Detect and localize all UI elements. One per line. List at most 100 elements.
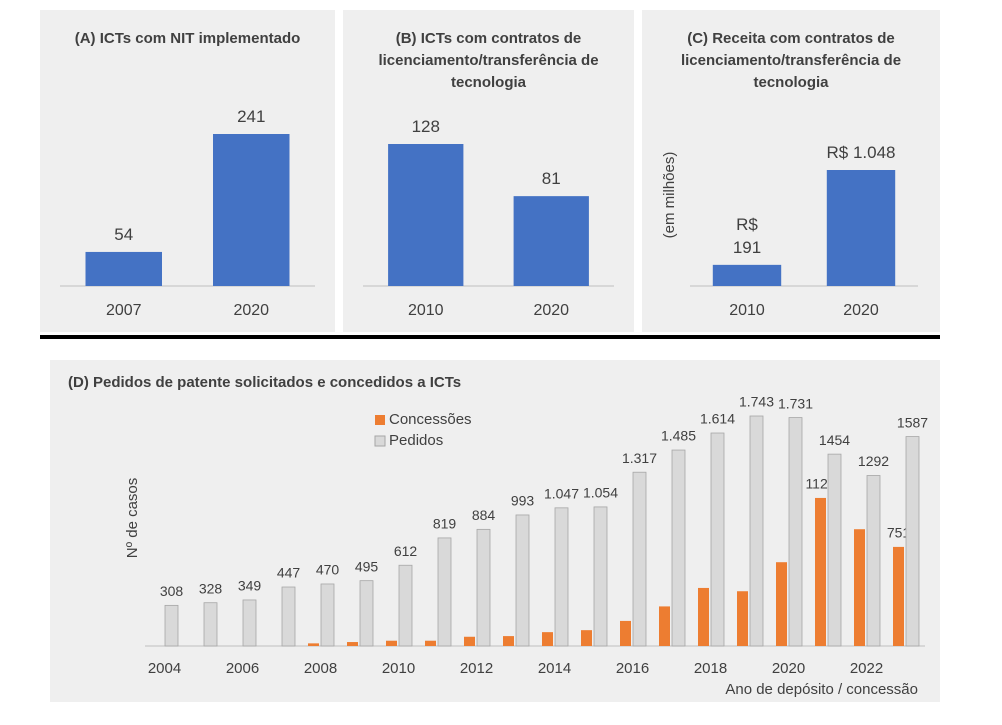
value-label-box: 81 — [541, 169, 561, 189]
x-tick-label: 2020 — [772, 660, 805, 677]
bar — [85, 251, 162, 286]
bar — [513, 196, 589, 286]
bar — [632, 471, 647, 647]
value-label: 54 — [114, 224, 134, 244]
x-tick-label: 2022 — [850, 660, 883, 677]
bar — [712, 264, 782, 286]
value-label: 1292 — [858, 453, 889, 469]
value-label: 1.317 — [622, 450, 657, 466]
bar — [308, 643, 319, 646]
legend-swatch — [374, 435, 386, 447]
value-label: 751 — [887, 525, 911, 541]
value-label: R$ 191 — [732, 214, 762, 257]
bar — [866, 475, 881, 647]
value-label-box: 54 — [114, 224, 134, 244]
bar — [464, 636, 475, 646]
legend-label: Pedidos — [389, 432, 443, 449]
value-label: 470 — [316, 562, 340, 578]
value-label: 495 — [355, 558, 379, 574]
bar — [826, 170, 896, 286]
bar — [815, 497, 826, 646]
chart-title: (B) ICTs com contratos de licenciamento/… — [378, 30, 599, 91]
value-label: 1587 — [897, 414, 928, 430]
value-label: 1.047 — [544, 486, 579, 502]
value-label: 1.614 — [700, 411, 735, 427]
chart-title: (D) Pedidos de patente solicitados e con… — [68, 374, 461, 391]
x-tick-label: 2010 — [408, 302, 444, 319]
bar — [503, 636, 514, 646]
x-tick-label: 2006 — [226, 660, 259, 677]
x-tick-label: 2016 — [616, 660, 649, 677]
bar — [242, 599, 257, 647]
legend-label: Concessões — [389, 411, 472, 428]
value-label: 128 — [411, 117, 440, 136]
bar — [788, 417, 803, 647]
value-label: 993 — [511, 493, 535, 509]
value-label: 819 — [433, 516, 457, 532]
bar — [854, 529, 865, 646]
value-label: 1.054 — [583, 485, 618, 501]
value-label: 1.485 — [661, 428, 696, 444]
bar — [347, 642, 358, 646]
value-label: R$ 1.048 — [826, 143, 896, 162]
bar — [542, 632, 553, 646]
value-label-box: R$ 191 — [732, 214, 762, 257]
value-label: 1454 — [819, 432, 850, 448]
x-tick-label: 2014 — [538, 660, 571, 677]
bar — [388, 144, 464, 286]
value-label-box: R$ 1.048 — [826, 143, 896, 162]
bar — [320, 583, 335, 647]
bar — [386, 640, 397, 646]
bar — [398, 564, 413, 647]
bar — [671, 449, 686, 647]
bar — [776, 562, 787, 646]
value-label: 81 — [541, 169, 561, 189]
value-label: 612 — [394, 543, 418, 559]
bar — [659, 606, 670, 646]
x-tick-label: 2004 — [148, 660, 181, 677]
bar — [203, 602, 218, 647]
value-label: 328 — [199, 580, 223, 596]
chart-title-box: (B) ICTs com contratos de licenciamento/… — [378, 30, 599, 91]
x-tick-label: 2010 — [729, 302, 765, 319]
x-tick-label: 2018 — [694, 660, 727, 677]
x-tick-label: 2008 — [304, 660, 337, 677]
chart-title-box: (C) Receita com contratos de licenciamen… — [680, 30, 902, 91]
bar — [593, 506, 608, 647]
x-tick-label: 2007 — [106, 302, 142, 319]
value-label: 884 — [472, 507, 496, 523]
panel-d-bg — [50, 360, 940, 702]
x-tick-label: 2010 — [382, 660, 415, 677]
bar — [476, 528, 491, 647]
value-label: 447 — [277, 565, 301, 581]
bar — [620, 620, 631, 646]
bar — [698, 587, 709, 646]
legend-swatch — [375, 415, 385, 425]
chart-title: (C) Receita com contratos de licenciamen… — [680, 30, 902, 91]
bar — [737, 591, 748, 646]
value-label: 308 — [160, 583, 184, 599]
bar — [281, 586, 296, 647]
x-axis-label: Ano de depósito / concessão — [725, 681, 918, 698]
bar — [359, 580, 374, 647]
x-tick-label: 2020 — [233, 302, 269, 319]
bar — [437, 537, 452, 647]
bar — [749, 415, 764, 647]
x-tick-label: 2020 — [843, 302, 879, 319]
bar — [554, 507, 569, 647]
value-label: 349 — [238, 578, 262, 594]
y-axis-label: (em milhões) — [661, 152, 678, 239]
bar — [710, 432, 725, 647]
value-label-box: 128 — [411, 117, 440, 136]
bar — [213, 134, 290, 286]
value-label: 1.743 — [739, 394, 774, 410]
chart-title: (A) ICTs com NIT implementado — [74, 30, 301, 47]
value-label: 241 — [237, 107, 266, 126]
bar — [515, 514, 530, 647]
bar — [893, 546, 904, 646]
chart-title-box: (A) ICTs com NIT implementado — [74, 30, 301, 47]
bar — [425, 640, 436, 646]
value-label: 1.731 — [778, 395, 813, 411]
y-axis-label: Nº de casos — [124, 478, 141, 559]
